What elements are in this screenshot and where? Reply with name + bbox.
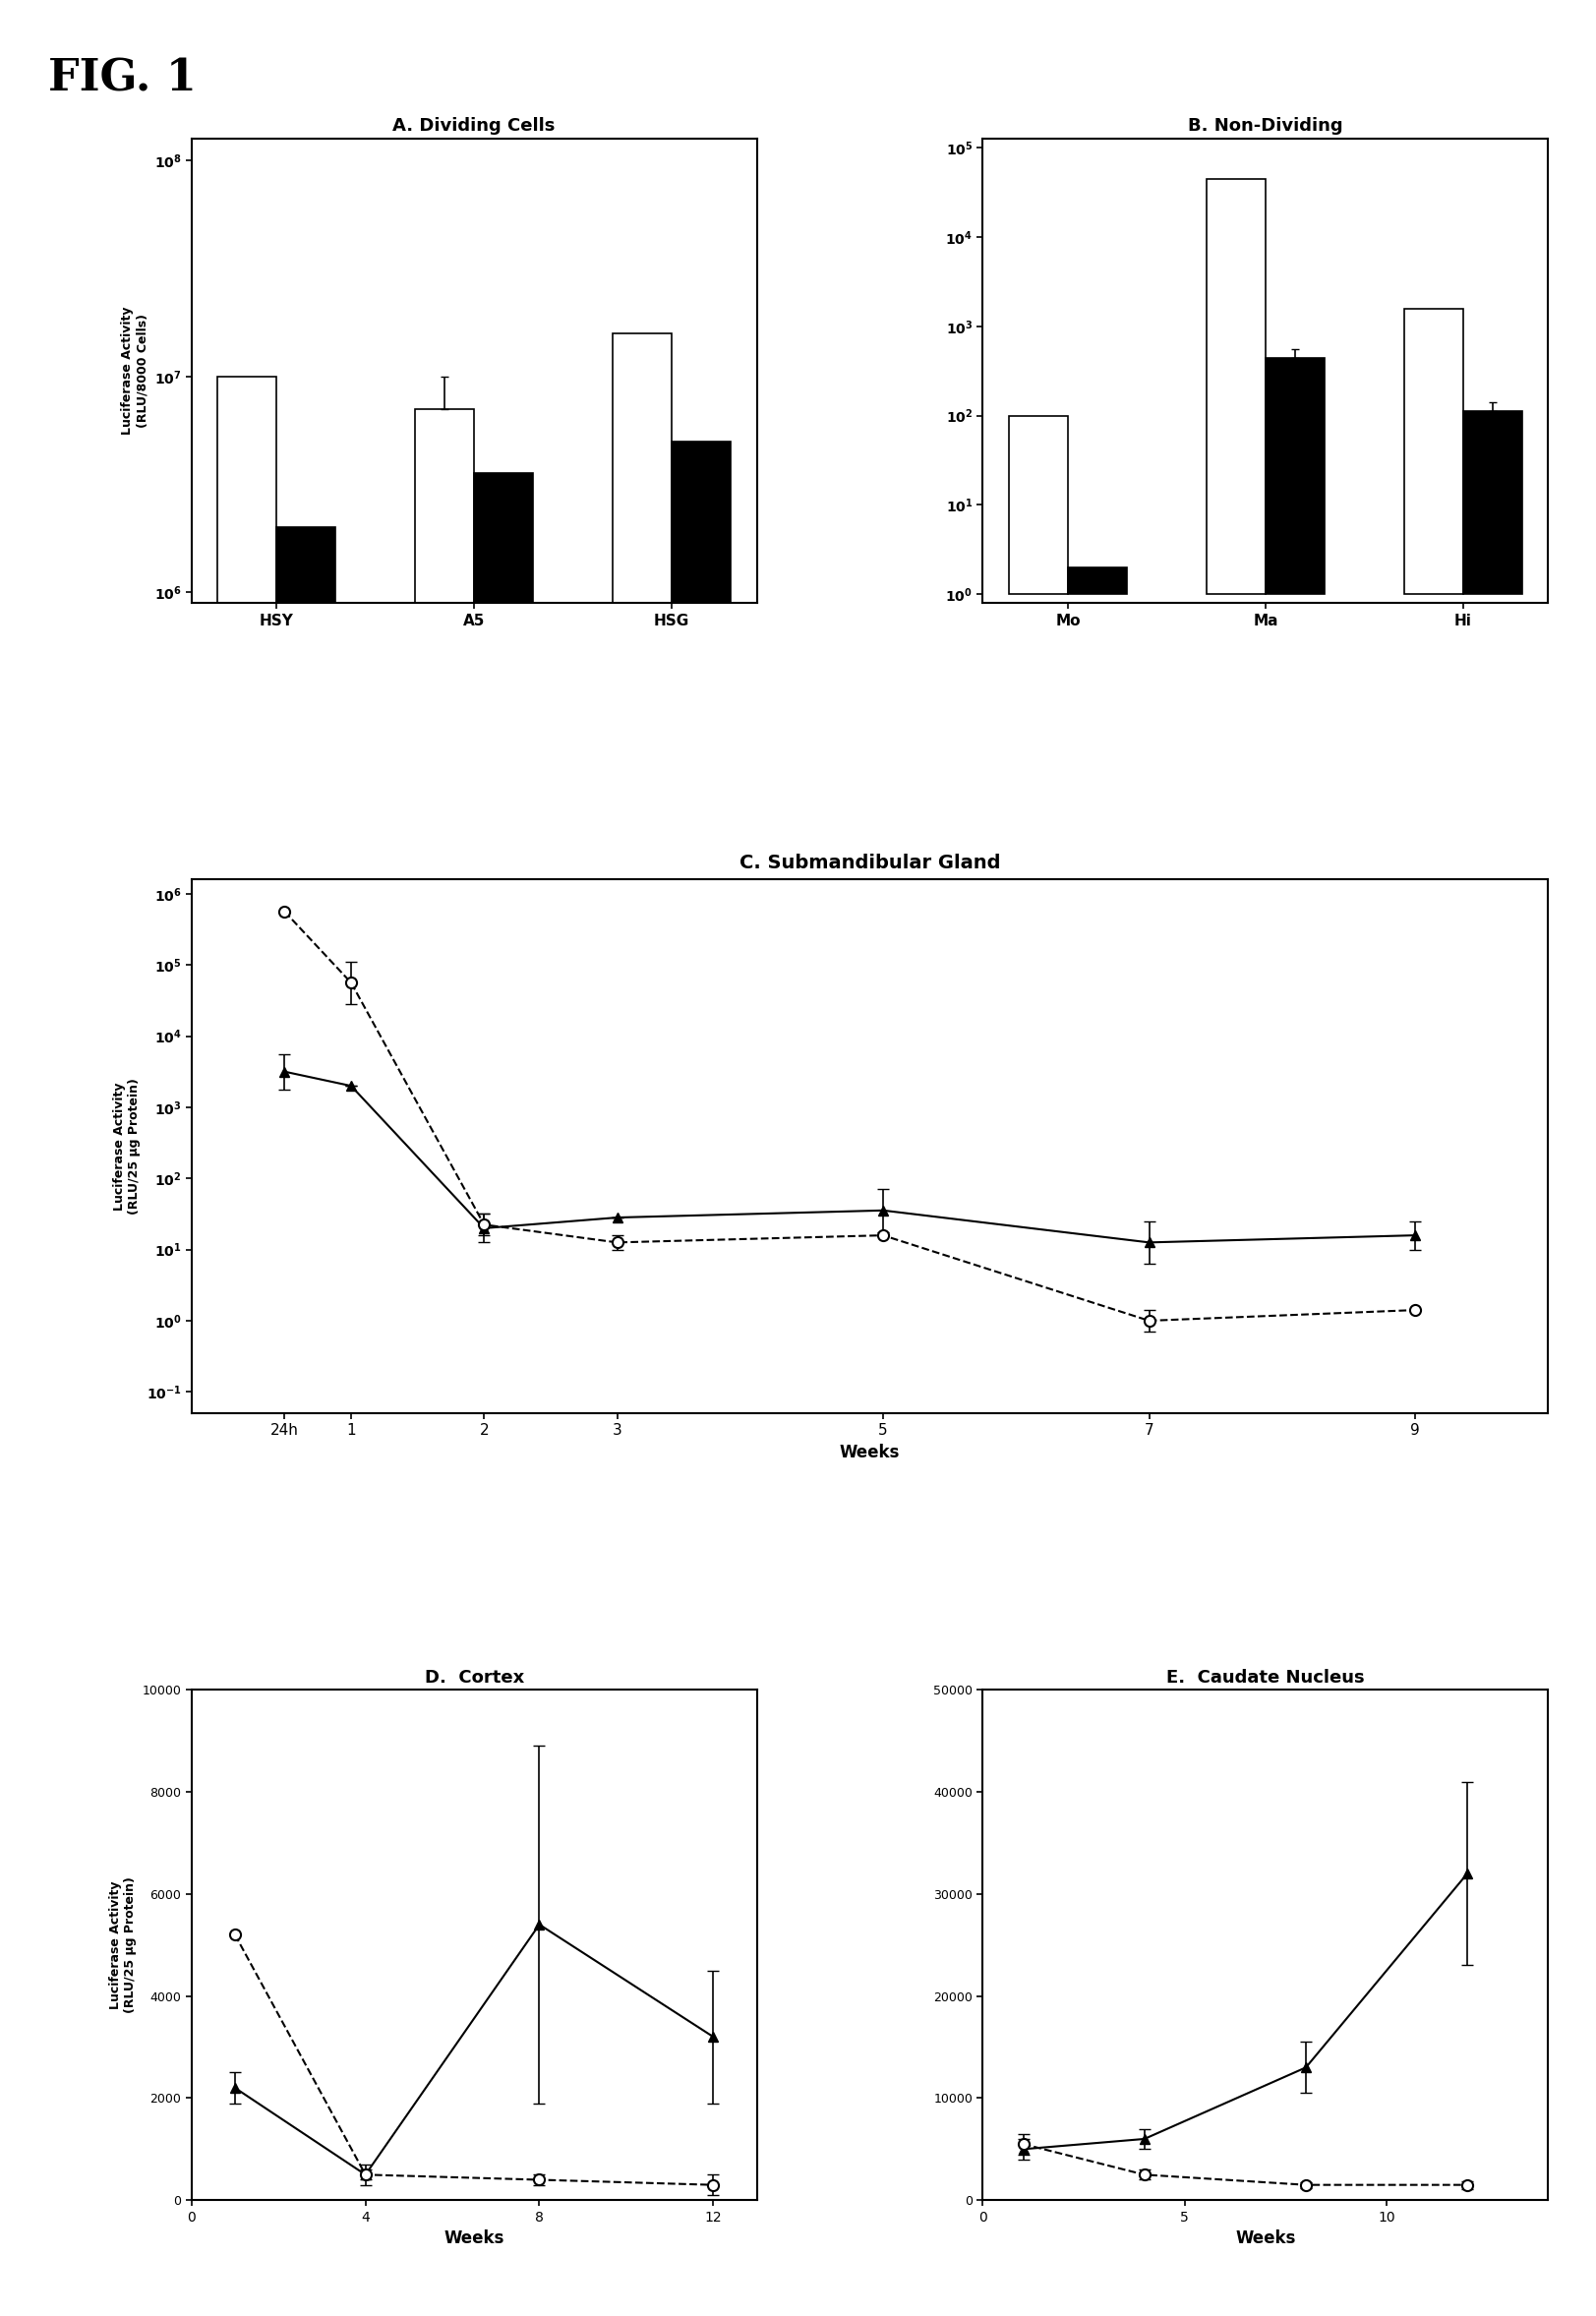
Y-axis label: Luciferase Activity
(RLU/8000 Cells): Luciferase Activity (RLU/8000 Cells) <box>121 306 148 435</box>
Title: D.  Cortex: D. Cortex <box>425 1670 523 1686</box>
Bar <box>1068 567 1127 595</box>
Bar <box>1266 357 1325 595</box>
Bar <box>415 408 474 1888</box>
X-axis label: Weeks: Weeks <box>1235 2230 1296 2247</box>
Title: B. Non-Dividing: B. Non-Dividing <box>1187 118 1342 134</box>
Bar <box>672 440 731 1888</box>
Title: E.  Caudate Nucleus: E. Caudate Nucleus <box>1167 1670 1365 1686</box>
Title: C. Submandibular Gland: C. Submandibular Gland <box>739 855 1001 873</box>
Bar <box>276 528 335 1888</box>
Bar <box>1464 412 1523 595</box>
Text: FIG. 1: FIG. 1 <box>48 58 196 100</box>
Bar <box>474 472 533 1888</box>
Y-axis label: Luciferase Activity
(RLU/25 µg Protein): Luciferase Activity (RLU/25 µg Protein) <box>109 1876 137 2013</box>
Bar <box>217 378 276 1888</box>
Bar <box>613 334 672 1888</box>
Y-axis label: Luciferase Activity
(RLU/25 µg Protein): Luciferase Activity (RLU/25 µg Protein) <box>113 1077 140 1214</box>
X-axis label: Weeks: Weeks <box>839 1443 900 1461</box>
X-axis label: Weeks: Weeks <box>444 2230 504 2247</box>
Bar <box>1009 415 1068 595</box>
Title: A. Dividing Cells: A. Dividing Cells <box>393 118 555 134</box>
Bar <box>1404 308 1464 595</box>
Bar <box>1207 178 1266 595</box>
